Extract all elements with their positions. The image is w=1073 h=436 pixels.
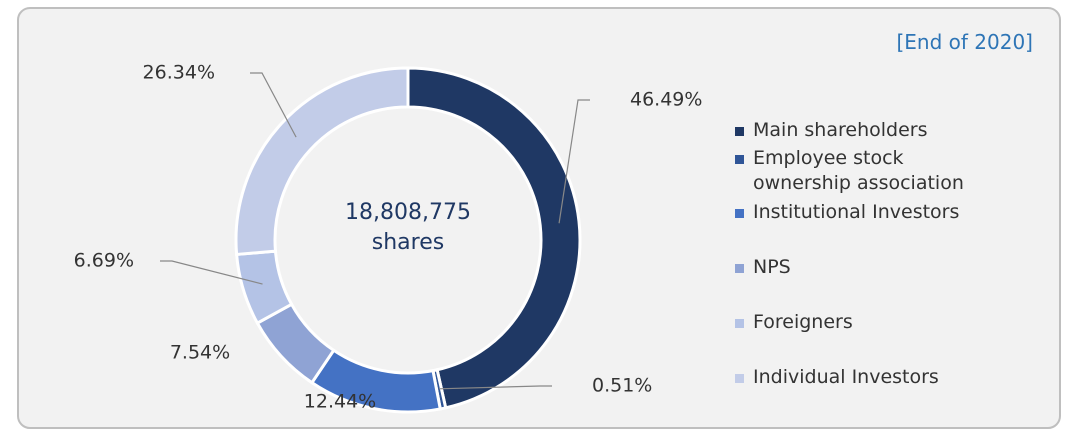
legend-item: Employee stock ownership association [735, 146, 1003, 196]
center-text: shares [372, 230, 444, 255]
legend-item: Individual Investors [735, 365, 1023, 390]
legend-swatch [735, 155, 744, 164]
legend-label: Employee stock ownership association [753, 147, 964, 194]
leader-line [250, 72, 297, 138]
legend-label: NPS [753, 256, 791, 278]
leader-line [438, 385, 552, 390]
legend-swatch [735, 209, 744, 218]
slice [406, 66, 582, 410]
value-label: 7.54% [170, 342, 230, 364]
value-label: 26.34% [143, 62, 215, 84]
annotation: [End of 2020] [896, 30, 1033, 54]
value-label: 6.69% [74, 250, 134, 272]
value-label: 0.51% [592, 375, 652, 397]
legend-item: Foreigners [735, 310, 1023, 335]
legend-swatch [735, 374, 744, 383]
legend-label: Foreigners [753, 311, 853, 333]
value-label: 12.44% [304, 391, 376, 413]
legend-item: Main shareholders [735, 118, 1023, 143]
legend-swatch [735, 264, 744, 273]
value-label: 46.49% [630, 89, 702, 111]
legend-item: Institutional Investors [735, 200, 1023, 225]
leader-line [558, 99, 590, 224]
legend-label: Individual Investors [753, 366, 939, 388]
legend-label: Main shareholders [753, 119, 928, 141]
legend-swatch [735, 127, 744, 136]
leader-line [160, 260, 263, 285]
legend-item: NPS [735, 255, 1023, 280]
slice [234, 66, 410, 257]
center-text: 18,808,775 [345, 200, 471, 225]
legend-label: Institutional Investors [753, 201, 960, 223]
legend-swatch [735, 319, 744, 328]
